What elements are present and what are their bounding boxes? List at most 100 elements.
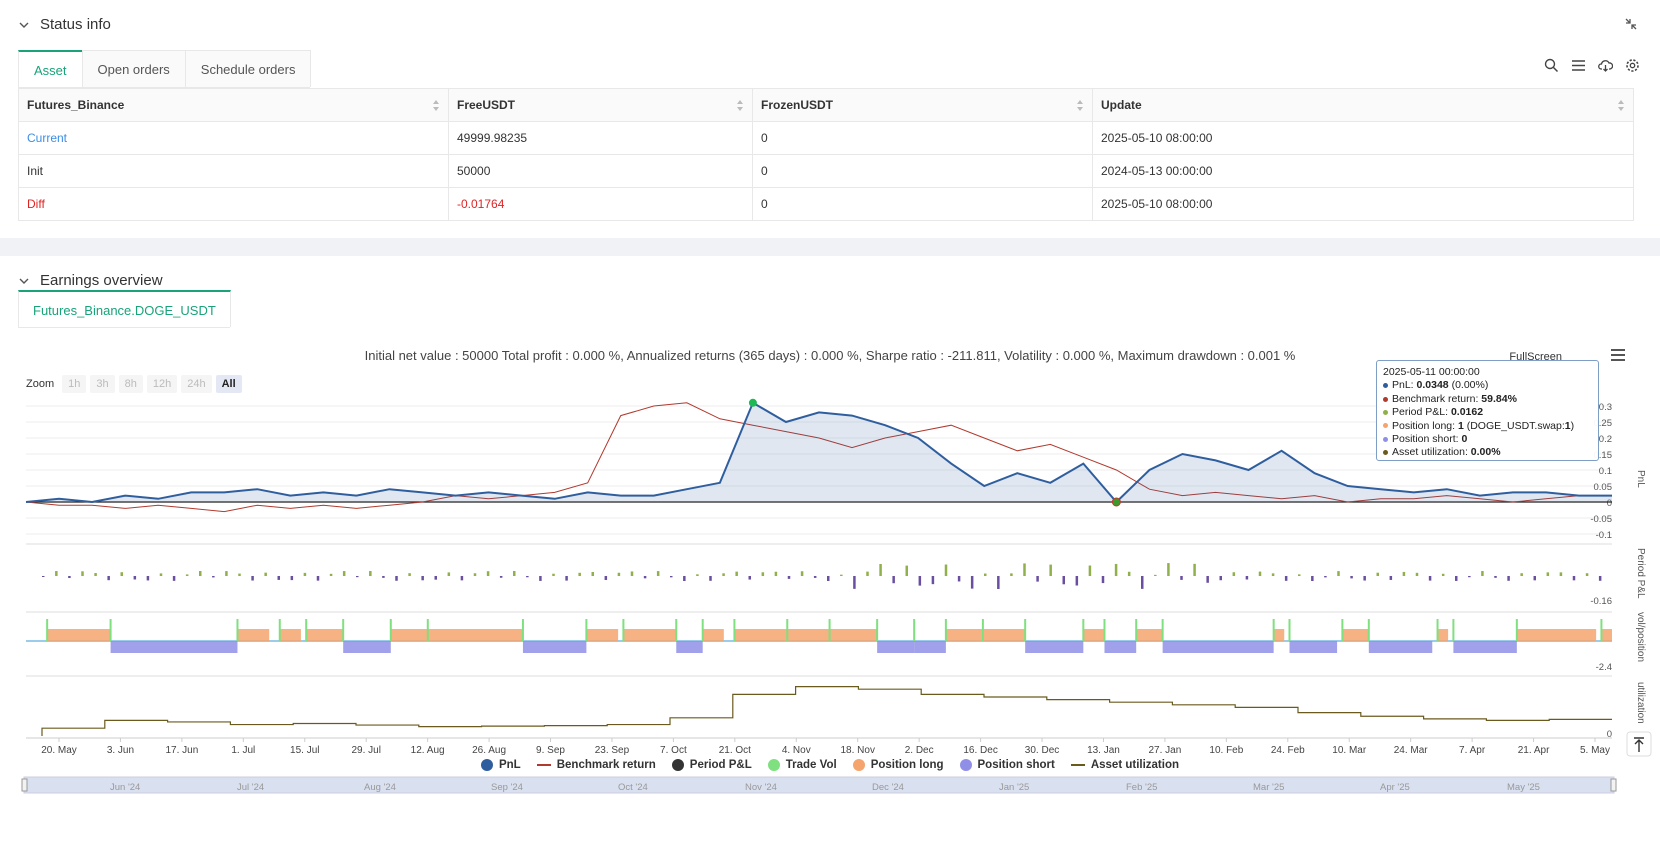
- period-bar: [735, 571, 738, 576]
- position-long-bar: [945, 629, 983, 641]
- period-bar: [866, 571, 869, 576]
- period-bar: [42, 576, 45, 577]
- period-bar: [264, 572, 267, 576]
- navigator-tick-label: Apr '25: [1380, 782, 1410, 793]
- sort-icon[interactable]: [1617, 99, 1625, 112]
- navigator-tick-label: Jun '24: [110, 782, 140, 793]
- chevron-down-icon[interactable]: [18, 275, 30, 287]
- search-icon[interactable]: [1544, 58, 1559, 73]
- period-bar: [120, 572, 123, 576]
- period-bar: [761, 572, 765, 576]
- legend-pnl[interactable]: PnL: [480, 759, 521, 771]
- sort-icon[interactable]: [432, 99, 440, 112]
- tab-symbol[interactable]: Futures_Binance.DOGE_USDT: [18, 290, 231, 327]
- earnings-header[interactable]: Earnings overview: [18, 272, 163, 289]
- period-bar: [1389, 576, 1393, 580]
- period-bar: [329, 573, 333, 576]
- zoom-all-button[interactable]: All: [215, 375, 242, 393]
- x-tick-label: 24. Feb: [1271, 745, 1305, 756]
- legend-position-long[interactable]: Position long: [852, 759, 944, 771]
- period-bar: [1075, 576, 1079, 586]
- zoom-24h-button[interactable]: 24h: [181, 375, 212, 393]
- collapse-icon[interactable]: [1624, 17, 1638, 31]
- period-bar: [1114, 563, 1118, 576]
- x-tick-label: 3. Jun: [107, 745, 134, 756]
- column-header[interactable]: FrozenUSDT: [752, 88, 1093, 122]
- period-bar: [905, 565, 908, 576]
- navigator-tick-label: Oct '24: [618, 782, 648, 793]
- table-row: Init 50000 0 2024-05-13 00:00:00: [18, 154, 1634, 188]
- period-bar: [1245, 576, 1249, 580]
- chart-legend: PnL Benchmark return Period P&L Trade Vo…: [0, 759, 1660, 771]
- row-label[interactable]: Current: [18, 121, 449, 155]
- list-icon[interactable]: [1571, 58, 1586, 73]
- position-short-bar: [343, 641, 391, 653]
- utilization-line: [41, 686, 1612, 736]
- period-bar: [94, 573, 97, 576]
- period-bar: [1585, 573, 1589, 576]
- navigator-tick-label: Nov '24: [745, 782, 777, 793]
- position-long-bar: [586, 629, 619, 641]
- legend-period-pnl[interactable]: Period P&L: [671, 759, 752, 771]
- position-long-bar: [1273, 629, 1285, 641]
- free-usdt-cell: 49999.98235: [448, 121, 753, 155]
- period-bar: [1598, 576, 1602, 581]
- zoom-12h-button[interactable]: 12h: [146, 375, 178, 393]
- zoom-8h-button[interactable]: 8h: [118, 375, 143, 393]
- period-bar: [185, 574, 189, 576]
- earnings-overview-panel: Earnings overview Futures_Binance.DOGE_U…: [0, 256, 1660, 849]
- chevron-down-icon[interactable]: [18, 19, 30, 31]
- legend-benchmark[interactable]: Benchmark return: [536, 759, 656, 771]
- tab-asset[interactable]: Asset: [18, 50, 83, 87]
- position-long-bar: [1136, 629, 1163, 641]
- pnl-axis-label: PnL: [1635, 470, 1646, 488]
- period-bar: [1298, 574, 1301, 576]
- earnings-chart[interactable]: 0.3 0.25 0.2 0.15 0.1 0.05 0 -0.05 -0.1 PnL -0.16 P…: [0, 256, 1660, 849]
- period-bar: [68, 576, 71, 579]
- status-info-panel: Status info Asset Open orders Schedule o…: [0, 0, 1660, 238]
- column-header[interactable]: Futures_Binance: [18, 88, 449, 122]
- legend-position-short[interactable]: Position short: [959, 759, 1055, 771]
- y-tick-label: 0.2: [1599, 434, 1612, 445]
- menu-icon[interactable]: [1610, 348, 1626, 362]
- zoom-bar: Zoom 1h 3h 8h 12h 24h All: [26, 375, 242, 393]
- column-header[interactable]: Update: [1092, 88, 1634, 122]
- max-marker: [748, 398, 757, 407]
- tooltip-pnl: PnL: 0.0348 (0.00%): [1383, 379, 1592, 392]
- legend-trade-vol[interactable]: Trade Vol: [767, 759, 837, 771]
- column-header[interactable]: FreeUSDT: [448, 88, 753, 122]
- status-info-header[interactable]: Status info: [18, 16, 111, 33]
- util-axis-label: utilization: [1635, 682, 1646, 724]
- x-tick-label: 10. Feb: [1209, 745, 1243, 756]
- period-bar: [1363, 576, 1366, 581]
- tab-schedule-orders[interactable]: Schedule orders: [184, 50, 312, 87]
- sort-icon[interactable]: [736, 99, 744, 112]
- position-long-bar: [47, 629, 111, 641]
- position-short-bar: [522, 641, 587, 653]
- position-long-bar: [829, 629, 878, 641]
- period-bar: [499, 576, 503, 578]
- legend-asset-utilization[interactable]: Asset utilization: [1070, 759, 1179, 771]
- position-long-bar: [734, 629, 788, 641]
- frozen-usdt-cell: 0: [752, 187, 1093, 221]
- zoom-3h-button[interactable]: 3h: [90, 375, 115, 393]
- earnings-title: Earnings overview: [40, 272, 163, 289]
- period-bar: [1036, 576, 1039, 582]
- sort-icon[interactable]: [1076, 99, 1084, 112]
- navigator-tick-label: May '25: [1507, 782, 1540, 793]
- x-tick-label: 4. Nov: [782, 745, 811, 756]
- y-tick-label: 0: [1607, 498, 1612, 509]
- tab-open-orders[interactable]: Open orders: [81, 50, 186, 87]
- period-bar: [722, 573, 725, 576]
- gear-icon[interactable]: [1625, 58, 1640, 73]
- position-short-bar: [1453, 641, 1517, 653]
- position-short-bar: [676, 641, 703, 653]
- period-bar: [1455, 576, 1458, 581]
- arrow-up-icon: [1634, 737, 1644, 752]
- cloud-download-icon[interactable]: [1598, 58, 1613, 73]
- zoom-1h-button[interactable]: 1h: [62, 375, 87, 393]
- period-bar: [526, 576, 529, 578]
- period-bar: [277, 576, 280, 580]
- period-bar: [1441, 573, 1445, 576]
- x-tick-label: 7. Apr: [1459, 745, 1486, 756]
